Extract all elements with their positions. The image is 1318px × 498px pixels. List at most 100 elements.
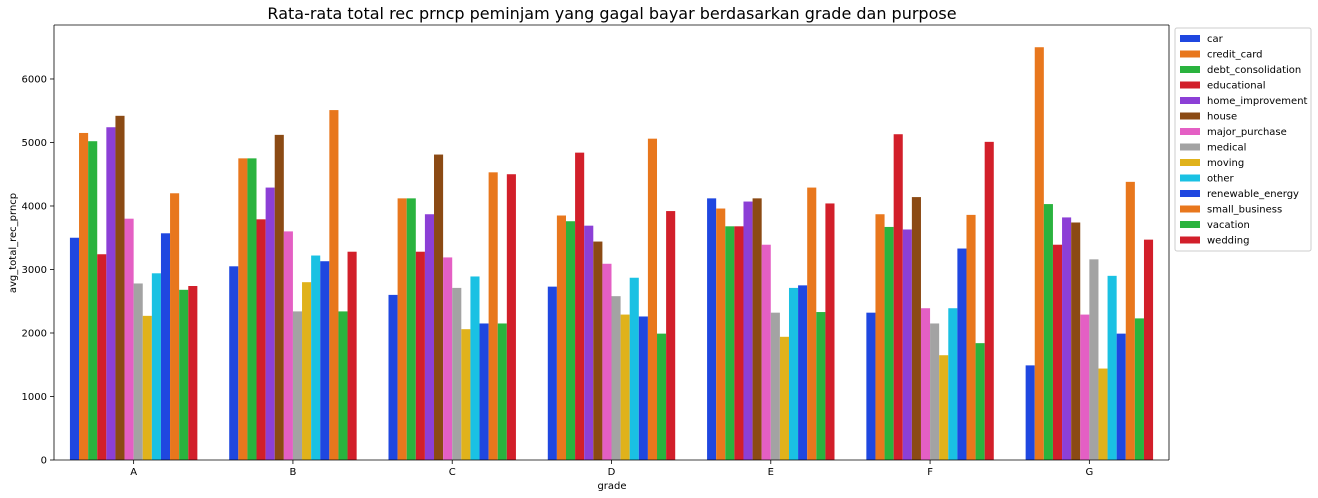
bar-educational-D — [575, 152, 585, 460]
legend-swatch-car — [1180, 35, 1200, 42]
bar-wedding-F — [984, 141, 994, 460]
bar-wedding-A — [188, 286, 198, 460]
bar-credit_card-C — [397, 198, 407, 461]
bar-small_business-B — [329, 110, 339, 460]
legend-label-house: house — [1207, 112, 1237, 123]
bar-small_business-G — [1125, 181, 1135, 460]
bar-car-G — [1025, 365, 1035, 460]
x-tick-label: D — [608, 467, 616, 478]
bar-moving-C — [461, 329, 471, 460]
bar-home_improvement-G — [1062, 217, 1072, 460]
bar-home_improvement-C — [424, 214, 435, 460]
legend-swatch-medical — [1180, 143, 1200, 151]
bar-moving-B — [302, 282, 312, 460]
bar-small_business-E — [807, 187, 817, 460]
y-tick-label: 6000 — [22, 74, 47, 85]
bar-credit_card-B — [238, 158, 248, 461]
bar-other-A — [151, 273, 161, 460]
legend-label-car: car — [1207, 34, 1224, 45]
bar-moving-A — [142, 315, 152, 460]
legend-label-home_improvement: home_improvement — [1207, 96, 1308, 107]
bar-medical-A — [133, 283, 143, 460]
y-tick-label: 4000 — [22, 201, 47, 212]
bar-debt_consolidation-G — [1043, 204, 1053, 460]
x-tick-label: C — [449, 467, 456, 478]
bar-car-A — [69, 237, 80, 460]
bar-moving-F — [939, 355, 949, 460]
bar-major_purchase-G — [1080, 314, 1090, 460]
x-tick-label: A — [130, 467, 137, 478]
bar-educational-G — [1052, 244, 1063, 460]
bar-major_purchase-F — [920, 308, 931, 460]
bar-medical-E — [770, 312, 780, 460]
y-tick-label: 5000 — [22, 138, 47, 149]
legend-label-credit_card: credit_card — [1207, 50, 1263, 61]
bar-moving-E — [779, 336, 789, 460]
bar-house-E — [752, 198, 762, 461]
bar-medical-G — [1089, 259, 1099, 460]
bar-medical-B — [292, 311, 303, 460]
legend: car credit_card debt_consolidation educatio… — [1174, 27, 1312, 252]
bar-educational-B — [256, 219, 266, 460]
x-axis-title: grade — [597, 481, 626, 492]
legend-swatch-major_purchase — [1180, 128, 1200, 135]
y-tick-label: 1000 — [22, 392, 47, 403]
bar-wedding-D — [666, 211, 676, 460]
legend-label-small_business: small_business — [1207, 205, 1282, 216]
bar-home_improvement-A — [106, 127, 116, 461]
legend-swatch-debt_consolidation — [1180, 66, 1200, 73]
legend-label-wedding: wedding — [1207, 236, 1250, 247]
bar-major_purchase-E — [761, 244, 771, 460]
axes-frame — [53, 24, 1170, 461]
legend-swatch-home_improvement — [1180, 97, 1200, 104]
bar-car-D — [547, 286, 557, 460]
bar-debt_consolidation-B — [247, 158, 257, 461]
bar-debt_consolidation-E — [725, 226, 735, 460]
bar-other-B — [311, 255, 321, 460]
bar-renewable_energy-B — [320, 261, 330, 460]
bar-renewable_energy-E — [798, 285, 808, 460]
bar-debt_consolidation-A — [88, 141, 98, 460]
legend-label-vacation: vacation — [1207, 220, 1250, 231]
bar-vacation-F — [975, 343, 985, 460]
legend-swatch-small_business — [1180, 205, 1200, 213]
y-tick-label: 3000 — [22, 265, 47, 276]
bar-medical-C — [452, 287, 462, 460]
legend-label-major_purchase: major_purchase — [1207, 127, 1287, 138]
legend-swatch-vacation — [1180, 221, 1200, 228]
legend-label-renewable_energy: renewable_energy — [1207, 189, 1299, 200]
bar-small_business-A — [170, 193, 180, 460]
x-tick-label: G — [1085, 467, 1093, 478]
bar-debt_consolidation-C — [406, 198, 416, 461]
bar-small_business-C — [488, 172, 498, 460]
bar-renewable_energy-F — [957, 248, 967, 460]
legend-swatch-moving — [1180, 159, 1200, 166]
x-axis: A B C D E F G — [130, 460, 1093, 478]
bar-credit_card-G — [1034, 47, 1044, 460]
bar-major_purchase-C — [443, 257, 453, 460]
bar-house-D — [593, 241, 603, 460]
y-tick-label: 0 — [41, 456, 47, 467]
bar-other-E — [788, 287, 799, 460]
bar-renewable_energy-C — [479, 323, 489, 460]
bar-house-F — [911, 197, 921, 460]
legend-swatch-renewable_energy — [1180, 190, 1200, 197]
legend-box — [1174, 27, 1312, 252]
bar-credit_card-A — [79, 132, 89, 460]
legend-label-educational: educational — [1207, 81, 1266, 92]
bar-medical-F — [930, 323, 940, 460]
bar-renewable_energy-D — [638, 316, 648, 460]
bar-house-A — [115, 115, 125, 460]
bar-house-G — [1071, 222, 1081, 460]
bar-wedding-B — [347, 251, 357, 460]
bar-debt_consolidation-D — [565, 221, 576, 460]
bar-small_business-D — [647, 138, 658, 461]
bar-other-F — [948, 308, 958, 460]
legend-swatch-educational — [1180, 81, 1200, 89]
bar-other-C — [470, 276, 480, 460]
bar-home_improvement-F — [902, 229, 912, 460]
legend-swatch-wedding — [1180, 236, 1200, 244]
bar-vacation-B — [338, 311, 348, 460]
bar-major_purchase-D — [602, 263, 612, 460]
